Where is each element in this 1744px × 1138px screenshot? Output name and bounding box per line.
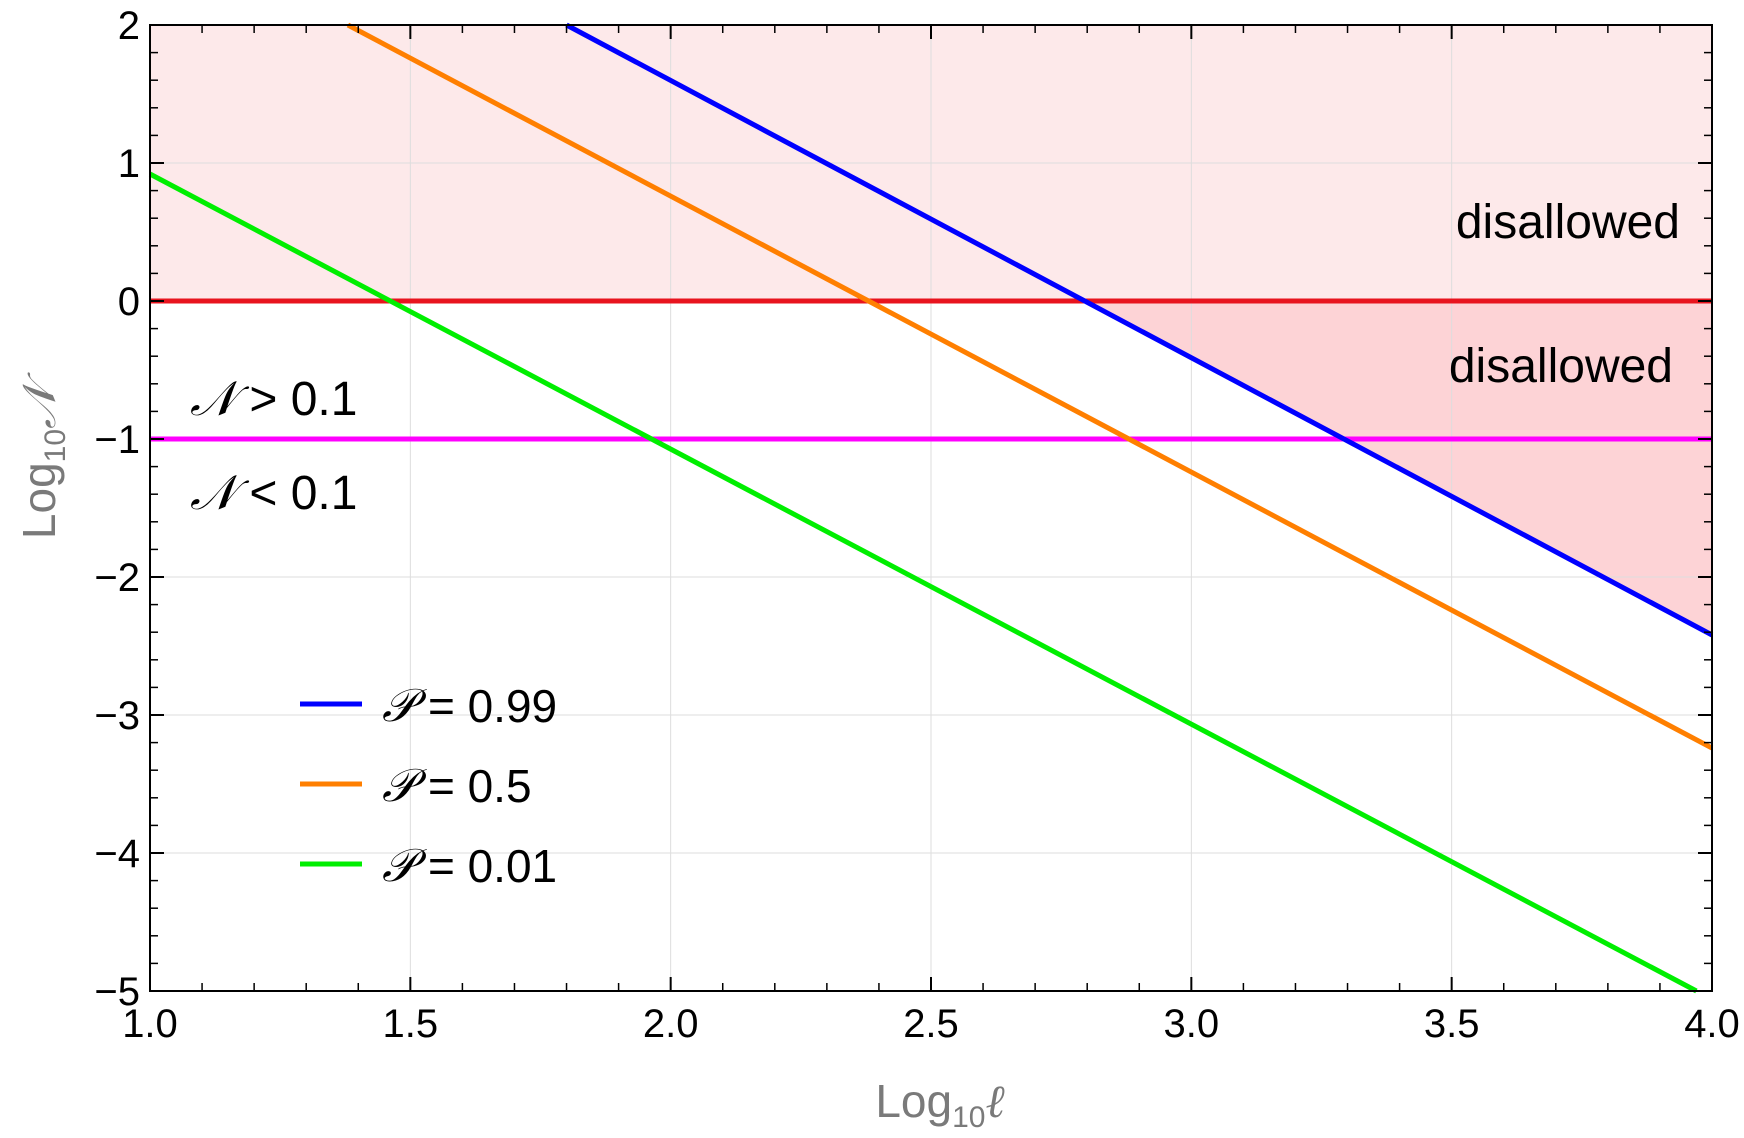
x-tick-label: 3.5 [1424,1002,1480,1046]
x-axis-title-prefix: Log [875,1075,952,1127]
y-tick-label: 0 [118,280,140,324]
x-tick-label: 4.0 [1684,1002,1740,1046]
x-tick-label: 2.5 [903,1002,959,1046]
y-tick-label: 1 [118,142,140,186]
legend: 𝒫 = 0.99 𝒫 = 0.5 𝒫 = 0.01 [300,680,557,893]
annotation-below-threshold: 𝒩 < 0.1 [190,467,357,520]
y-axis-title-var: 𝒩 [14,372,65,429]
series-lines [148,22,1714,994]
y-tick-label: −2 [94,556,140,600]
x-tick-label: 1.0 [122,1002,178,1046]
annotation-below-text: < 0.1 [236,467,357,520]
series-line-2 [148,171,1698,994]
series-line-0 [565,22,1714,638]
series-line-1 [346,22,1714,751]
legend-text-p05: = 0.5 [415,760,531,812]
y-axis-title-prefix: Log [13,462,65,539]
y-tick-label: −5 [94,970,140,1014]
y-axis-title-sub: 10 [39,429,72,462]
region-label-lower: disallowed [1449,340,1673,393]
y-tick-label: −3 [94,694,140,738]
x-tick-label: 1.5 [383,1002,439,1046]
region-label-upper: disallowed [1456,196,1680,249]
y-tick-label: −4 [94,832,140,876]
axis-ticks: 1.0 1.5 2.0 2.5 3.0 3.5 4.0 −5 −4 −3 −2 −1 0 1 2 [94,4,1739,1046]
y-tick-label: 2 [118,4,140,48]
x-tick-label: 3.0 [1164,1002,1220,1046]
x-axis-title: Log10ℓ [875,1075,1005,1134]
x-axis-title-sub: 10 [952,1101,985,1134]
y-tick-label: −1 [94,418,140,462]
y-axis-title: Log10𝒩 [13,372,72,539]
threshold-lines [150,298,1712,442]
annotation-above-text: > 0.1 [236,373,357,426]
legend-label-p099: 𝒫 = 0.99 [382,680,557,733]
x-tick-label: 2.0 [643,1002,699,1046]
legend-text-p099: = 0.99 [415,680,557,732]
legend-label-p05: 𝒫 = 0.5 [382,760,532,813]
legend-label-p001: 𝒫 = 0.01 [382,840,557,893]
annotation-above-threshold: 𝒩 > 0.1 [190,373,357,426]
x-axis-title-var: ℓ [985,1076,1005,1127]
legend-text-p001: = 0.01 [415,840,557,892]
